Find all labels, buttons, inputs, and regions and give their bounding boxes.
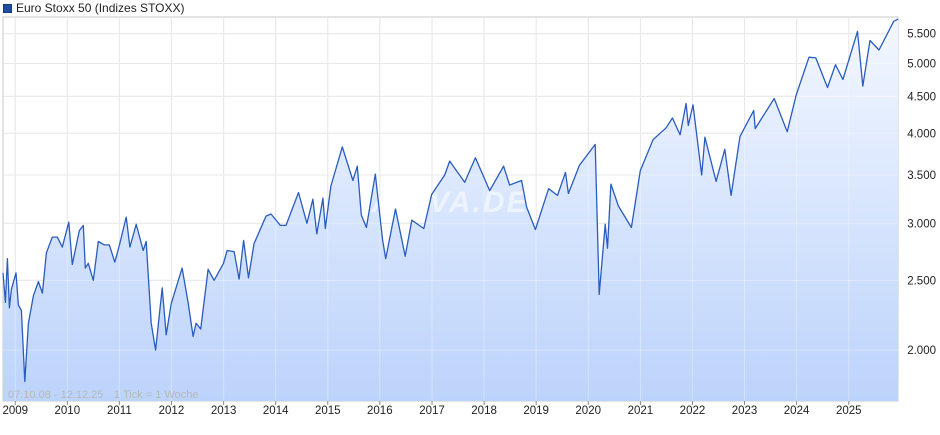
x-tick-label: 2018: [471, 405, 497, 417]
x-tick-label: 2020: [575, 405, 601, 417]
x-tick-label: 2012: [159, 405, 185, 417]
series-line: [2, 18, 899, 383]
y-tick-label: 5.500: [907, 29, 936, 41]
grid-overlay: [3, 17, 898, 401]
footer-range: 07.10.08 - 12.12.25: [8, 389, 103, 401]
y-axis: 2.000 2.500 3.000 3.500 4.000 4.500 5.000 5.500: [907, 29, 936, 358]
x-tick-label: 2015: [315, 405, 341, 417]
x-tick-label: 2010: [55, 405, 81, 417]
x-tick-label: 2025: [836, 405, 862, 417]
y-tick-label: 4.500: [907, 91, 936, 103]
x-axis: 2009 2010 2011 2012 2013 2014 2015 2016 2017 2018…: [2, 401, 862, 417]
area-fill: [3, 19, 898, 401]
y-tick-label: 3.000: [907, 218, 936, 230]
legend: Euro Stoxx 50 (Indizes STOXX): [3, 1, 185, 15]
x-tick-label: 2021: [628, 405, 654, 417]
x-tick-label: 2022: [680, 405, 706, 417]
x-tick-label: 2017: [419, 405, 445, 417]
footer-tick: 1 Tick = 1 Woche: [114, 389, 198, 401]
x-tick-label: 2023: [732, 405, 758, 417]
x-tick-label: 2019: [523, 405, 549, 417]
y-tick-label: 4.000: [907, 128, 936, 140]
legend-label: Euro Stoxx 50 (Indizes STOXX): [16, 1, 185, 15]
legend-swatch: [3, 3, 12, 13]
x-tick-label: 2013: [211, 405, 237, 417]
y-tick-label: 2.000: [907, 345, 936, 357]
x-tick-label: 2024: [784, 405, 810, 417]
y-tick-label: 3.500: [907, 170, 936, 182]
x-tick-label: 2009: [2, 405, 28, 417]
x-tick-label: 2016: [367, 405, 393, 417]
x-tick-label: 2014: [263, 405, 289, 417]
x-tick-label: 2011: [107, 405, 132, 417]
y-tick-label: 5.000: [907, 58, 936, 70]
y-tick-label: 2.500: [907, 275, 936, 287]
